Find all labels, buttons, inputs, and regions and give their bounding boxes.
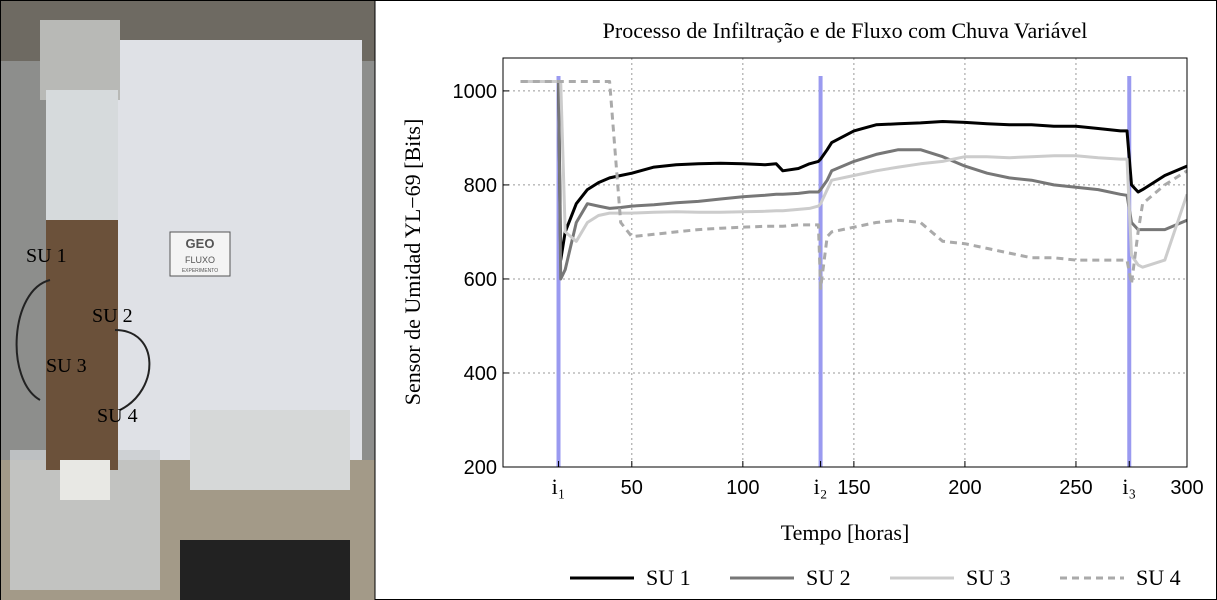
y-tick-label: 600 — [464, 269, 497, 291]
column-glass — [46, 90, 118, 220]
x-tick-label: 300 — [1170, 477, 1203, 499]
x-tick-label: 100 — [726, 477, 759, 499]
series-line — [520, 80, 1187, 281]
y-tick-label: 800 — [464, 175, 497, 197]
sensor-label: SU 2 — [92, 305, 133, 327]
x-axis-label: Tempo [horas] — [781, 520, 910, 545]
series-line — [520, 80, 1187, 290]
x-tick-label: 250 — [1059, 477, 1092, 499]
legend-label: SU 3 — [966, 565, 1011, 590]
legend-label: SU 1 — [646, 565, 691, 590]
sensor-label: SU 3 — [46, 355, 87, 377]
column-base — [60, 460, 110, 500]
logo-text: FLUXO — [185, 255, 215, 265]
sensor-label: SU 1 — [26, 245, 67, 267]
y-tick-label: 200 — [464, 457, 497, 479]
photo: GEO FLUXO EXPERIMENTO SU 1 SU 2 SU 3 SU … — [1, 1, 375, 600]
series-group — [520, 80, 1187, 290]
sensor-label: SU 4 — [97, 405, 138, 427]
column-top — [40, 20, 120, 100]
plot-frame — [502, 57, 1188, 468]
series-line — [520, 80, 1187, 262]
x-tick-label: 50 — [621, 477, 643, 499]
y-axis-label: Sensor de Umidad YL−69 [Bits] — [400, 119, 425, 406]
x-tick-label: 200 — [948, 477, 981, 499]
box — [190, 410, 350, 490]
wires — [15, 279, 151, 411]
y-tick-label: 1000 — [453, 81, 498, 103]
logo-box — [169, 231, 231, 277]
soil — [46, 220, 118, 470]
x-tick-label: i₂ — [814, 474, 828, 499]
x-tick-label: i₁ — [552, 474, 566, 499]
x-tick-label: 150 — [837, 477, 870, 499]
legend-label: SU 2 — [806, 565, 851, 590]
plot: 200 400 600 800 1000 i₁ 50 100 i₂ 150 200 250 i₃ 300 S… — [453, 57, 1204, 590]
legend-label: SU 4 — [1136, 565, 1181, 590]
chart-title: Processo de Infiltração e de Fluxo com C… — [603, 18, 1088, 43]
y-tick-label: 400 — [464, 363, 497, 385]
white-board — [110, 40, 362, 460]
logo-text: GEO — [186, 236, 215, 251]
board-plate — [180, 540, 350, 600]
logo-text: EXPERIMENTO — [182, 268, 218, 274]
series-line — [520, 80, 1187, 269]
x-tick-label: i₃ — [1122, 474, 1136, 499]
